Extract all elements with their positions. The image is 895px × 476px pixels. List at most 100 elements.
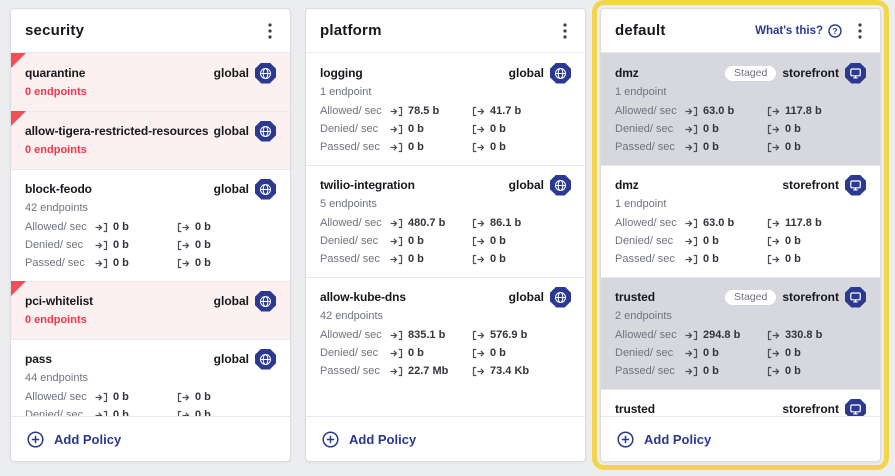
stat-inbound-value: 0 b xyxy=(703,253,719,265)
stat-inbound: 0 b xyxy=(390,347,472,359)
policy-card-header: trusted Staged storefront xyxy=(615,398,866,416)
policy-name: dmz xyxy=(615,66,639,80)
stat-outbound-value: 0 b xyxy=(490,253,506,265)
policy-card-header: logging Staged global xyxy=(320,62,571,84)
stat-inbound-value: 0 b xyxy=(703,235,719,247)
stat-row: Allowed/ sec 0 b xyxy=(25,218,276,236)
traffic-stats: Allowed/ sec 63.0 b xyxy=(615,214,866,268)
stat-outbound-value: 0 b xyxy=(785,253,801,265)
stat-outbound-value: 73.4 Kb xyxy=(490,365,530,377)
traffic-stats: Allowed/ sec 63.0 b xyxy=(615,102,866,156)
outbound-arrow-icon xyxy=(767,330,780,341)
stat-label: Passed/ sec xyxy=(25,257,85,269)
stat-inbound: 0 b xyxy=(95,257,177,269)
policy-name: pass xyxy=(25,352,52,366)
kebab-menu-icon[interactable] xyxy=(264,21,276,41)
inbound-arrow-icon xyxy=(95,258,108,269)
outbound-arrow-icon xyxy=(767,142,780,153)
stat-row: Denied/ sec 0 b xyxy=(25,236,276,254)
globe-icon xyxy=(255,120,276,142)
policy-card[interactable]: trusted Staged storefront xyxy=(601,389,880,416)
tier-title: default xyxy=(615,22,666,39)
stat-inbound: 0 b xyxy=(685,253,767,265)
stat-label: Passed/ sec xyxy=(615,253,675,265)
stat-outbound: 0 b xyxy=(767,253,801,265)
policy-card[interactable]: dmz Staged storefront xyxy=(601,165,880,277)
stat-label: Allowed/ sec xyxy=(615,329,677,341)
stat-row: Passed/ sec 0 b xyxy=(320,138,571,156)
policy-card[interactable]: twilio-integration Staged global xyxy=(306,165,585,277)
policy-tier: security ? xyxy=(10,8,291,462)
plus-circle-icon xyxy=(27,430,44,448)
stat-row: Allowed/ sec 0 b xyxy=(25,388,276,406)
stat-row: Allowed/ sec 294.8 b xyxy=(615,326,866,344)
policy-card[interactable]: pci-whitelist Staged global xyxy=(11,281,290,339)
stat-label: Denied/ sec xyxy=(25,239,84,251)
stat-outbound-value: 0 b xyxy=(785,141,801,153)
endpoint-count: 42 endpoints xyxy=(25,202,88,214)
inbound-arrow-icon xyxy=(685,330,698,341)
stat-outbound-value: 0 b xyxy=(195,257,211,269)
stat-label: Allowed/ sec xyxy=(615,217,677,229)
outbound-arrow-icon xyxy=(472,142,485,153)
stat-row: Allowed/ sec 63.0 b xyxy=(615,214,866,232)
inbound-arrow-icon xyxy=(685,142,698,153)
add-policy-button[interactable]: Add Policy xyxy=(306,416,585,461)
stat-label: Allowed/ sec xyxy=(320,217,382,229)
kebab-menu-icon[interactable] xyxy=(854,21,866,41)
stat-outbound-value: 0 b xyxy=(490,123,506,135)
endpoint-count: 0 endpoints xyxy=(25,86,87,98)
policy-card-header: trusted Staged storefront xyxy=(615,286,866,308)
alert-corner-flag xyxy=(11,111,26,126)
kebab-menu-icon[interactable] xyxy=(559,21,571,41)
policy-card[interactable]: logging Staged global xyxy=(306,53,585,165)
scope-label: storefront xyxy=(782,66,839,80)
stat-label: Passed/ sec xyxy=(320,365,380,377)
endpoint-count: 0 endpoints xyxy=(25,314,87,326)
stat-row: Allowed/ sec 480.7 b xyxy=(320,214,571,232)
scope-label: global xyxy=(508,290,544,304)
globe-icon xyxy=(550,286,571,308)
add-policy-button[interactable]: Add Policy xyxy=(11,416,290,461)
tier-header: platform ? xyxy=(306,9,585,53)
policy-card-header: dmz Staged storefront xyxy=(615,174,866,196)
stat-inbound-value: 294.8 b xyxy=(703,329,741,341)
inbound-arrow-icon xyxy=(685,366,698,377)
policy-name: allow-tigera-restricted-resources xyxy=(25,124,208,138)
inbound-arrow-icon xyxy=(95,392,108,403)
inbound-arrow-icon xyxy=(390,236,403,247)
staged-badge: Staged xyxy=(725,65,777,81)
stat-outbound-value: 0 b xyxy=(490,347,506,359)
stat-row: Denied/ sec 0 b xyxy=(320,344,571,362)
inbound-arrow-icon xyxy=(390,254,403,265)
scope-label: global xyxy=(213,294,249,308)
monitor-icon xyxy=(845,286,866,308)
policy-name: allow-kube-dns xyxy=(320,290,406,304)
stat-row: Denied/ sec 0 b xyxy=(615,344,866,362)
stat-inbound-value: 0 b xyxy=(703,141,719,153)
policy-card[interactable]: trusted Staged storefront xyxy=(601,277,880,389)
endpoint-count: 2 endpoints xyxy=(615,310,672,322)
plus-circle-icon xyxy=(322,430,339,448)
policy-card[interactable]: allow-tigera-restricted-resources Staged… xyxy=(11,111,290,169)
policy-card[interactable]: allow-kube-dns Staged global xyxy=(306,277,585,389)
stat-row: Passed/ sec 0 b xyxy=(615,250,866,268)
inbound-arrow-icon xyxy=(685,124,698,135)
policy-card[interactable]: pass Staged global xyxy=(11,339,290,416)
policy-card[interactable]: quarantine Staged global xyxy=(11,53,290,111)
policy-name: dmz xyxy=(615,178,639,192)
stat-inbound: 78.5 b xyxy=(390,105,472,117)
policy-card[interactable]: block-feodo Staged global xyxy=(11,169,290,281)
outbound-arrow-icon xyxy=(767,236,780,247)
endpoint-count: 0 endpoints xyxy=(25,144,87,156)
whats-this-label: What's this? xyxy=(755,24,823,37)
traffic-stats: Allowed/ sec 294.8 b xyxy=(615,326,866,380)
stat-inbound-value: 0 b xyxy=(113,391,129,403)
policy-card[interactable]: dmz Staged storefront xyxy=(601,53,880,165)
add-policy-button[interactable]: Add Policy xyxy=(601,416,880,461)
policy-card-header: quarantine Staged global xyxy=(25,62,276,84)
whats-this-link[interactable]: What's this? ? xyxy=(755,23,842,38)
stat-outbound: 0 b xyxy=(177,257,211,269)
scope-label: global xyxy=(213,352,249,366)
